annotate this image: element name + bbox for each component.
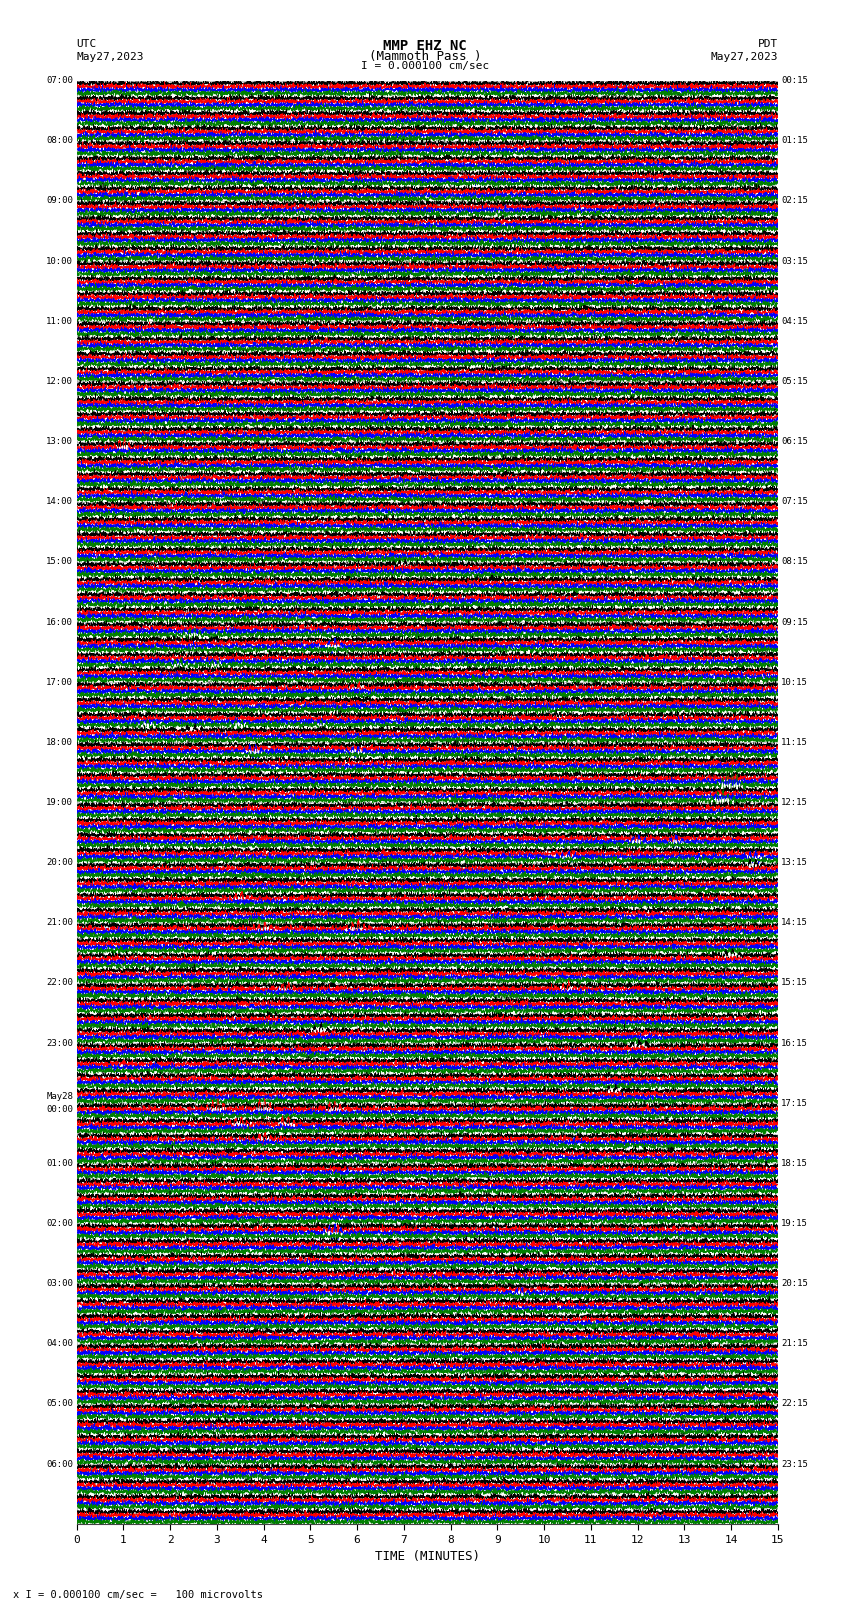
Text: 09:00: 09:00 [46,197,73,205]
Text: (Mammoth Pass ): (Mammoth Pass ) [369,50,481,63]
Text: 00:15: 00:15 [781,76,808,85]
Text: 21:15: 21:15 [781,1339,808,1348]
Text: PDT: PDT [757,39,778,48]
Text: 21:00: 21:00 [46,918,73,927]
Text: 16:15: 16:15 [781,1039,808,1047]
Text: May27,2023: May27,2023 [711,52,778,61]
Text: 15:15: 15:15 [781,979,808,987]
Text: 08:00: 08:00 [46,137,73,145]
Text: MMP EHZ NC: MMP EHZ NC [383,39,467,53]
Text: 20:00: 20:00 [46,858,73,868]
Text: 14:15: 14:15 [781,918,808,927]
Text: 19:15: 19:15 [781,1219,808,1227]
Text: May27,2023: May27,2023 [76,52,144,61]
Text: May28: May28 [46,1092,73,1102]
Text: 02:00: 02:00 [46,1219,73,1227]
Text: 22:00: 22:00 [46,979,73,987]
Text: 18:00: 18:00 [46,737,73,747]
Text: 12:15: 12:15 [781,798,808,806]
Text: 14:00: 14:00 [46,497,73,506]
X-axis label: TIME (MINUTES): TIME (MINUTES) [375,1550,479,1563]
Text: I = 0.000100 cm/sec: I = 0.000100 cm/sec [361,61,489,71]
Text: 04:15: 04:15 [781,316,808,326]
Text: 13:15: 13:15 [781,858,808,868]
Text: 08:15: 08:15 [781,558,808,566]
Text: 17:00: 17:00 [46,677,73,687]
Text: 10:15: 10:15 [781,677,808,687]
Text: 23:00: 23:00 [46,1039,73,1047]
Text: 04:00: 04:00 [46,1339,73,1348]
Text: 17:15: 17:15 [781,1098,808,1108]
Text: 06:15: 06:15 [781,437,808,447]
Text: 11:15: 11:15 [781,737,808,747]
Text: 01:00: 01:00 [46,1158,73,1168]
Text: 09:15: 09:15 [781,618,808,626]
Text: 01:15: 01:15 [781,137,808,145]
Text: 15:00: 15:00 [46,558,73,566]
Text: 03:15: 03:15 [781,256,808,266]
Text: 10:00: 10:00 [46,256,73,266]
Text: 05:15: 05:15 [781,377,808,386]
Text: 07:15: 07:15 [781,497,808,506]
Text: 06:00: 06:00 [46,1460,73,1468]
Text: 18:15: 18:15 [781,1158,808,1168]
Text: 05:00: 05:00 [46,1400,73,1408]
Text: 23:15: 23:15 [781,1460,808,1468]
Text: 11:00: 11:00 [46,316,73,326]
Text: 19:00: 19:00 [46,798,73,806]
Text: 22:15: 22:15 [781,1400,808,1408]
Text: 07:00: 07:00 [46,76,73,85]
Text: 13:00: 13:00 [46,437,73,447]
Text: 02:15: 02:15 [781,197,808,205]
Text: 20:15: 20:15 [781,1279,808,1289]
Text: 12:00: 12:00 [46,377,73,386]
Text: 00:00: 00:00 [46,1105,73,1115]
Text: UTC: UTC [76,39,97,48]
Text: 16:00: 16:00 [46,618,73,626]
Text: x I = 0.000100 cm/sec =   100 microvolts: x I = 0.000100 cm/sec = 100 microvolts [13,1590,263,1600]
Text: 03:00: 03:00 [46,1279,73,1289]
